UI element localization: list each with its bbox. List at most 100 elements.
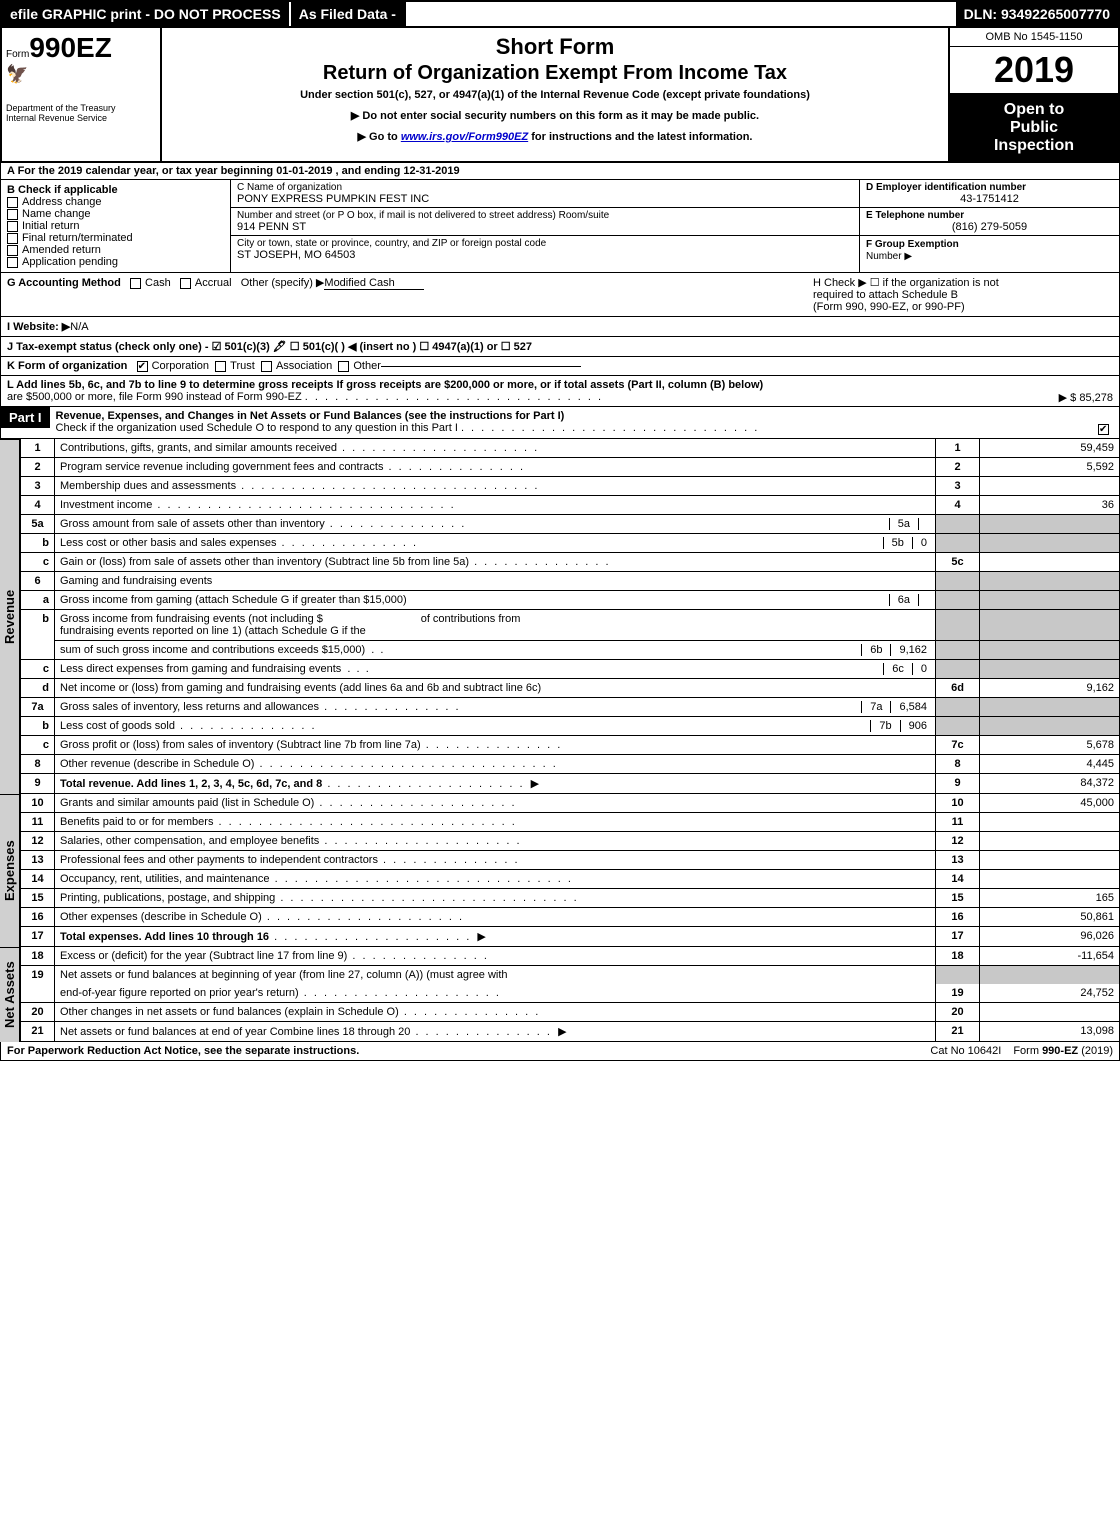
l-amount: ▶ $ 85,278 xyxy=(1059,391,1113,404)
cb-final-return[interactable]: Final return/terminated xyxy=(7,232,224,244)
revenue-section: Revenue 1Contributions, gifts, grants, a… xyxy=(0,439,1120,794)
grp-number: Number ▶ xyxy=(866,251,912,262)
cb-amended-return[interactable]: Amended return xyxy=(7,244,224,256)
subtitle: Under section 501(c), 527, or 4947(a)(1)… xyxy=(172,89,938,101)
org-name-row: C Name of organization PONY EXPRESS PUMP… xyxy=(231,180,859,208)
line-19a: 19Net assets or fund balances at beginni… xyxy=(21,966,1120,985)
tax-year: 2019 xyxy=(950,47,1118,93)
l-dots xyxy=(305,391,603,403)
h-check-line1: H Check ▶ ☐ if the organization is not xyxy=(813,276,1113,289)
header-right: OMB No 1545-1150 2019 Open to Public Ins… xyxy=(948,28,1118,161)
org-city-label: City or town, state or province, country… xyxy=(237,238,853,249)
part1-header-row: Part I Revenue, Expenses, and Changes in… xyxy=(0,407,1120,439)
cb-other-org[interactable] xyxy=(338,361,349,372)
org-name: PONY EXPRESS PUMPKIN FEST INC xyxy=(237,193,853,205)
cb-application-pending[interactable]: Application pending xyxy=(7,256,224,268)
line-13: 13Professional fees and other payments t… xyxy=(21,851,1120,870)
org-addr-label: Number and street (or P O box, if mail i… xyxy=(237,210,853,221)
grp-label: F Group Exemption xyxy=(866,239,959,250)
netassets-section: Net Assets 18Excess or (deficit) for the… xyxy=(0,947,1120,1042)
i-label: I Website: ▶ xyxy=(7,320,70,333)
line-16: 16Other expenses (describe in Schedule O… xyxy=(21,908,1120,927)
line-7c: cGross profit or (loss) from sales of in… xyxy=(21,736,1120,755)
ein-label: D Employer identification number xyxy=(866,182,1113,193)
cb-accrual[interactable] xyxy=(180,278,191,289)
netassets-table: 18Excess or (deficit) for the year (Subt… xyxy=(20,947,1120,1042)
line-19b: end-of-year figure reported on prior yea… xyxy=(21,984,1120,1003)
cb-name-change[interactable]: Name change xyxy=(7,208,224,220)
goto-line: ▶ Go to www.irs.gov/Form990EZ for instru… xyxy=(172,130,938,143)
treasury-eagle-icon: 🦅 xyxy=(6,64,156,85)
footer-cat-no: Cat No 10642I xyxy=(924,1042,1007,1060)
expenses-section: Expenses 10Grants and similar amounts pa… xyxy=(0,794,1120,947)
main-title: Return of Organization Exempt From Incom… xyxy=(172,62,938,85)
org-addr: 914 PENN ST xyxy=(237,221,853,233)
line-2: 2Program service revenue including gover… xyxy=(21,458,1120,477)
k-label: K Form of organization xyxy=(7,360,127,372)
part1-dots xyxy=(461,422,759,434)
cb-corporation[interactable] xyxy=(137,361,148,372)
other-org-blank xyxy=(381,366,581,367)
line-6c: cLess direct expenses from gaming and fu… xyxy=(21,660,1120,679)
line-14: 14Occupancy, rent, utilities, and mainte… xyxy=(21,870,1120,889)
line-10: 10Grants and similar amounts paid (list … xyxy=(21,794,1120,813)
line-12: 12Salaries, other compensation, and empl… xyxy=(21,832,1120,851)
org-city: ST JOSEPH, MO 64503 xyxy=(237,249,853,261)
open-line1: Open to xyxy=(954,101,1114,119)
line-18: 18Excess or (deficit) for the year (Subt… xyxy=(21,947,1120,966)
open-line2: Public xyxy=(954,119,1114,137)
expenses-table: 10Grants and similar amounts paid (list … xyxy=(20,794,1120,947)
efile-label: efile GRAPHIC print - DO NOT PROCESS xyxy=(2,2,289,26)
line-9: 9Total revenue. Add lines 1, 2, 3, 4, 5c… xyxy=(21,774,1120,794)
line-5a: 5aGross amount from sale of assets other… xyxy=(21,515,1120,534)
row-i-website: I Website: ▶ N/A xyxy=(0,317,1120,337)
as-filed-label: As Filed Data - xyxy=(289,2,404,26)
line-3: 3Membership dues and assessments3 xyxy=(21,477,1120,496)
line-15: 15Printing, publications, postage, and s… xyxy=(21,889,1120,908)
line-8: 8Other revenue (describe in Schedule O)8… xyxy=(21,755,1120,774)
line-7a: 7aGross sales of inventory, less returns… xyxy=(21,698,1120,717)
line-6b-2: sum of such gross income and contributio… xyxy=(21,641,1120,660)
header-left: Form990EZ 🦅 Department of the Treasury I… xyxy=(2,28,162,161)
dept-label: Department of the Treasury xyxy=(6,103,156,113)
col-d-identifiers: D Employer identification number 43-1751… xyxy=(859,180,1119,272)
goto-post: for instructions and the latest informat… xyxy=(528,131,752,143)
col-b-checkboxes: B Check if applicable Address change Nam… xyxy=(1,180,231,272)
cb-association[interactable] xyxy=(261,361,272,372)
h-check-line3: (Form 990, 990-EZ, or 990-PF) xyxy=(813,301,1113,313)
footer-form-ref: Form 990-EZ (2019) xyxy=(1007,1042,1119,1060)
efile-topbar: efile GRAPHIC print - DO NOT PROCESS As … xyxy=(0,0,1120,28)
netassets-side-label: Net Assets xyxy=(0,947,20,1042)
cb-schedule-o[interactable] xyxy=(1098,424,1109,435)
part1-check-line: Check if the organization used Schedule … xyxy=(56,422,458,434)
cb-initial-return[interactable]: Initial return xyxy=(7,220,224,232)
goto-pre: ▶ Go to xyxy=(358,131,401,143)
row-a-calendar-year: A For the 2019 calendar year, or tax yea… xyxy=(0,163,1120,180)
line-5b: bLess cost or other basis and sales expe… xyxy=(21,534,1120,553)
cb-cash[interactable] xyxy=(130,278,141,289)
dln-label: DLN: 93492265007770 xyxy=(956,2,1118,26)
row-l-gross-receipts: L Add lines 5b, 6c, and 7b to line 9 to … xyxy=(0,376,1120,407)
line-7b: bLess cost of goods sold7b906 xyxy=(21,717,1120,736)
l-text2: are $500,000 or more, file Form 990 inst… xyxy=(7,391,302,403)
cb-address-change[interactable]: Address change xyxy=(7,196,224,208)
h-check-line2: required to attach Schedule B xyxy=(813,289,1113,301)
revenue-side-label: Revenue xyxy=(0,439,20,794)
col-b-title: B Check if applicable xyxy=(7,184,224,196)
line-17: 17Total expenses. Add lines 10 through 1… xyxy=(21,927,1120,947)
cb-trust[interactable] xyxy=(215,361,226,372)
part1-label: Part I xyxy=(1,407,50,428)
ein-row: D Employer identification number 43-1751… xyxy=(860,180,1119,208)
tel-value: (816) 279-5059 xyxy=(866,221,1113,233)
topbar-blank xyxy=(404,2,956,26)
org-city-row: City or town, state or province, country… xyxy=(231,236,859,263)
header-center: Short Form Return of Organization Exempt… xyxy=(162,28,948,161)
line-20: 20Other changes in net assets or fund ba… xyxy=(21,1003,1120,1022)
goto-link[interactable]: www.irs.gov/Form990EZ xyxy=(401,131,528,143)
omb-number: OMB No 1545-1150 xyxy=(950,28,1118,47)
org-name-label: C Name of organization xyxy=(237,182,853,193)
line-6: 6Gaming and fundraising events xyxy=(21,572,1120,591)
short-form-title: Short Form xyxy=(172,34,938,60)
org-addr-row: Number and street (or P O box, if mail i… xyxy=(231,208,859,236)
line-4: 4Investment income436 xyxy=(21,496,1120,515)
